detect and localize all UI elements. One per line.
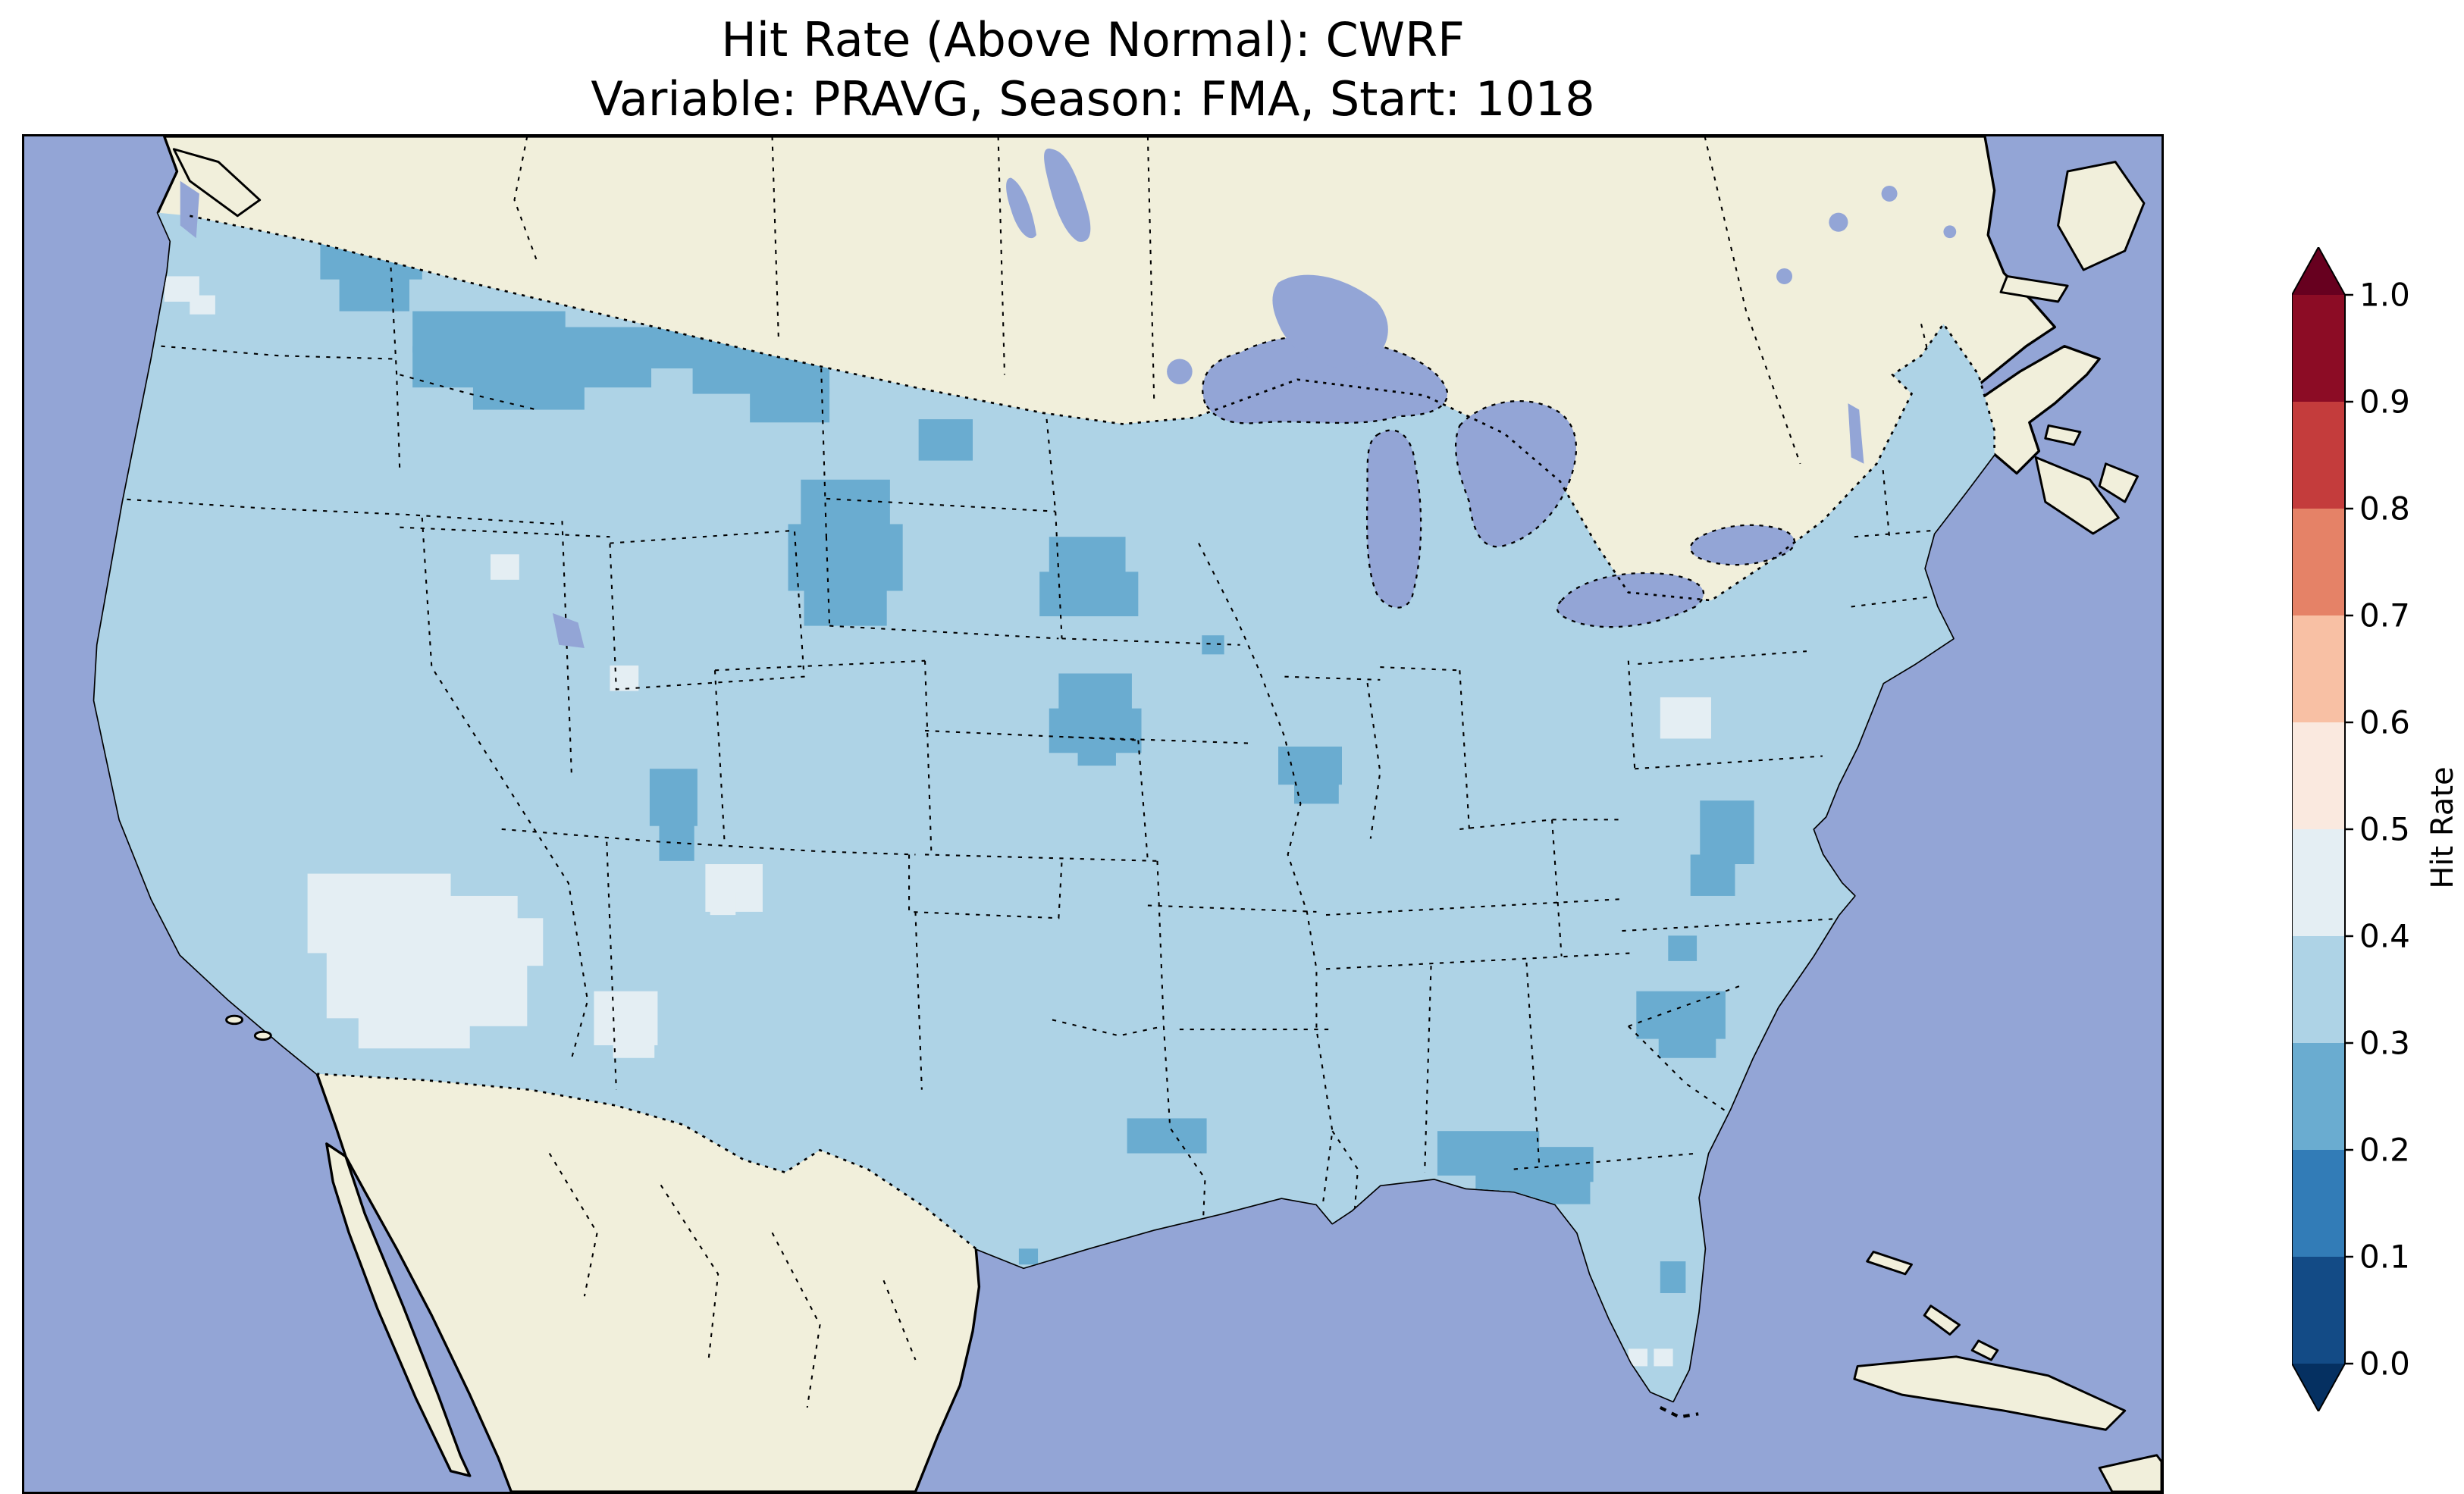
figure-title-line1: Hit Rate (Above Normal): CWRF	[721, 12, 1465, 67]
lake-michigan	[1365, 429, 1422, 609]
colorbar-extend-above	[2292, 247, 2345, 295]
colorbar-tick-labels: 1.0 0.9 0.8 0.7 0.6 0.5 0.4 0.3 0.2 0.1 0.0	[2359, 247, 2458, 1411]
colorbar-segment	[2292, 1043, 2345, 1150]
colorbar-segment	[2292, 402, 2345, 509]
lake-winnipeg	[1044, 148, 1091, 242]
colorbar-axis-label: Hit Rate	[2425, 766, 2460, 889]
colorbar-segment	[2292, 1150, 2345, 1257]
colorbar-tick-label: 0.0	[2359, 1345, 2410, 1383]
lake-superior	[1202, 335, 1449, 424]
colorbar-tick-label: 0.1	[2359, 1238, 2410, 1276]
colorbar-segment	[2292, 1257, 2345, 1364]
lake-huron	[1454, 399, 1578, 548]
province-state-borders-outside-us	[513, 136, 1964, 1408]
prince-edward-island	[2044, 424, 2082, 446]
colorbar-tick-label: 0.9	[2359, 383, 2410, 421]
colorbar-svg	[2291, 245, 2353, 1414]
colorbar-segment	[2292, 722, 2345, 829]
colorbar-tick-label: 0.8	[2359, 490, 2410, 528]
cuba	[1853, 1355, 2127, 1431]
colorbar-tick-label: 0.7	[2359, 597, 2410, 634]
quebec-lake-3	[1776, 268, 1793, 284]
newfoundland	[2057, 161, 2146, 271]
lake-manitoba	[1006, 177, 1036, 239]
vancouver-island	[172, 148, 262, 218]
lake-erie	[1556, 572, 1704, 628]
channel-island-1	[225, 1014, 244, 1026]
cape-breton	[2098, 462, 2139, 503]
bahamas-3	[1970, 1339, 1999, 1361]
colorbar-tick-label: 0.3	[2359, 1024, 2410, 1062]
other-lakes	[180, 148, 1957, 648]
islands	[172, 148, 2161, 1492]
map-plot-area	[22, 134, 2164, 1494]
hispaniola	[2098, 1454, 2161, 1492]
colorbar-tick-label: 0.6	[2359, 703, 2410, 741]
colorbar	[2291, 245, 2357, 1414]
quebec-lake-1	[1829, 212, 1848, 232]
bahamas-2	[1923, 1305, 1961, 1336]
colorbar-extend-below	[2292, 1364, 2345, 1411]
lake-champlain	[1848, 403, 1864, 464]
bahamas-1	[1866, 1251, 1913, 1276]
colorbar-tick-label: 0.5	[2359, 810, 2410, 848]
colorbar-segment	[2292, 936, 2345, 1043]
colorbar-segment	[2292, 829, 2345, 936]
colorbar-tick-label: 1.0	[2359, 276, 2410, 314]
colorbar-tick-label: 0.2	[2359, 1131, 2410, 1169]
hit-rate-patches-light	[164, 276, 1711, 1367]
map-svg	[24, 136, 2161, 1492]
us-canada-border	[190, 215, 1995, 602]
colorbar-segment	[2292, 295, 2345, 402]
quebec-lake-4	[1943, 225, 1957, 239]
lake-of-the-woods	[1167, 359, 1193, 384]
quebec-lake-2	[1881, 185, 1898, 202]
lake-nipigon-region	[1272, 274, 1388, 368]
nova-scotia	[2034, 456, 2120, 535]
channel-island-2	[253, 1030, 272, 1041]
anticosti-island	[1999, 274, 2069, 303]
figure-title: Hit Rate (Above Normal): CWRF Variable: …	[22, 11, 2164, 129]
colorbar-segment	[2292, 509, 2345, 615]
colorbar-tick-label: 0.4	[2359, 917, 2410, 955]
puget-sound	[180, 180, 199, 239]
colorbar-segment	[2292, 615, 2345, 722]
figure-title-line2: Variable: PRAVG, Season: FMA, Start: 101…	[591, 71, 1595, 127]
lake-ontario	[1689, 524, 1796, 566]
great-lakes	[1202, 335, 1796, 628]
great-salt-lake	[552, 612, 585, 648]
